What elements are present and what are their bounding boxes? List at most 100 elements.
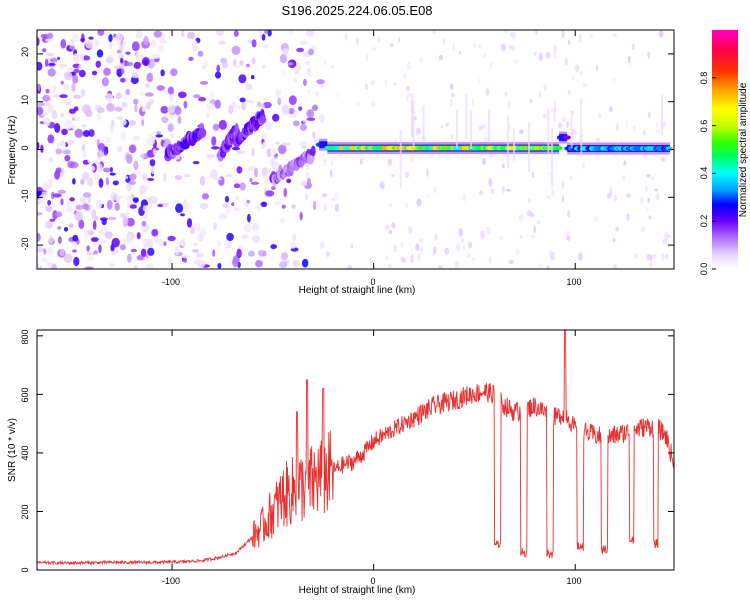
spectral-streak: [470, 111, 473, 150]
noise-blob: [153, 30, 163, 38]
noise-blob: [305, 171, 311, 179]
noise-blob: [220, 57, 227, 64]
spectrogram-ytick-label: -20: [20, 237, 30, 250]
noise-blob: [647, 111, 651, 119]
spectral-streak: [456, 110, 458, 149]
noise-blob: [451, 134, 454, 140]
noise-blob: [73, 256, 80, 267]
noise-blob: [445, 122, 449, 127]
noise-blob: [115, 92, 122, 100]
noise-blob: [294, 70, 299, 75]
noise-blob: [300, 180, 308, 187]
noise-blob: [191, 40, 198, 46]
noise-blob: [286, 178, 292, 184]
noise-blob: [214, 99, 221, 109]
noise-blob: [389, 203, 393, 207]
noise-blob: [132, 197, 139, 204]
noise-blob: [260, 201, 268, 208]
noise-blob: [652, 253, 657, 259]
noise-blob: [165, 115, 174, 119]
noise-blob: [393, 82, 397, 86]
noise-blob: [357, 101, 360, 106]
noise-blob: [218, 40, 226, 46]
noise-blob: [250, 181, 260, 185]
noise-blob: [54, 123, 61, 133]
noise-blob: [61, 128, 68, 135]
colorbar-gradient: [712, 30, 738, 269]
noise-blob: [510, 45, 516, 52]
noise-blob: [216, 64, 220, 73]
noise-blob: [471, 97, 475, 106]
noise-blob: [299, 211, 303, 221]
noise-blob: [143, 35, 149, 46]
noise-blob: [538, 91, 542, 98]
noise-blob: [245, 63, 251, 68]
noise-blob: [257, 101, 262, 108]
noise-blob: [98, 240, 107, 245]
noise-blob: [177, 115, 182, 124]
noise-blob: [37, 212, 43, 216]
noise-blob: [158, 39, 168, 44]
colorbar-tick-label: 0.0: [699, 263, 709, 276]
noise-blob: [156, 131, 161, 135]
noise-blob: [128, 180, 136, 186]
chirp-cell: [198, 127, 207, 138]
noise-blob: [483, 136, 489, 144]
noise-blob: [63, 253, 73, 264]
noise-blob: [479, 125, 482, 131]
noise-blob: [71, 117, 76, 121]
noise-blob: [277, 97, 282, 106]
noise-blob: [264, 120, 272, 130]
noise-blob: [47, 68, 56, 77]
noise-blob: [46, 32, 54, 40]
noise-blob: [306, 177, 311, 185]
noise-blob: [231, 101, 237, 109]
noise-blob: [334, 203, 339, 212]
noise-blob: [183, 174, 191, 178]
noise-blob: [615, 226, 620, 232]
noise-blob: [210, 169, 218, 180]
noise-blob: [193, 94, 201, 98]
noise-blob: [531, 171, 535, 178]
noise-blob: [170, 133, 174, 139]
noise-blob: [612, 76, 616, 84]
noise-blob: [106, 199, 113, 210]
noise-blob: [115, 32, 124, 42]
noise-blob: [612, 33, 617, 38]
noise-blob: [218, 119, 227, 130]
noise-blob: [110, 192, 118, 201]
noise-blob: [658, 30, 664, 38]
noise-blob: [299, 140, 307, 147]
noise-blob: [37, 106, 44, 116]
noise-blob: [640, 225, 646, 233]
noise-blob: [42, 94, 51, 102]
noise-blob: [141, 220, 147, 227]
noise-blob: [481, 157, 486, 165]
noise-blob: [632, 124, 636, 132]
noise-blob: [199, 175, 206, 186]
noise-blob: [256, 202, 262, 212]
noise-blob: [152, 148, 157, 156]
noise-blob: [131, 41, 140, 52]
spectral-streak: [580, 97, 583, 158]
noise-blob: [113, 65, 123, 69]
noise-blob: [67, 161, 75, 169]
noise-blob: [82, 55, 91, 61]
noise-blob: [105, 177, 110, 186]
noise-blob: [103, 150, 107, 156]
noise-blob: [104, 231, 113, 240]
noise-blob: [432, 30, 436, 35]
noise-blob: [331, 197, 336, 202]
noise-blob: [278, 144, 287, 155]
spectral-streak: [465, 93, 468, 139]
noise-blob: [225, 174, 233, 178]
noise-blob: [133, 160, 139, 171]
noise-blob: [324, 203, 327, 211]
noise-blob: [124, 175, 129, 180]
noise-blob: [264, 175, 270, 186]
noise-blob: [365, 53, 368, 63]
chirp-cell: [259, 115, 267, 124]
noise-blob: [291, 204, 296, 209]
noise-blob: [388, 264, 392, 268]
snr-background: [37, 330, 674, 570]
